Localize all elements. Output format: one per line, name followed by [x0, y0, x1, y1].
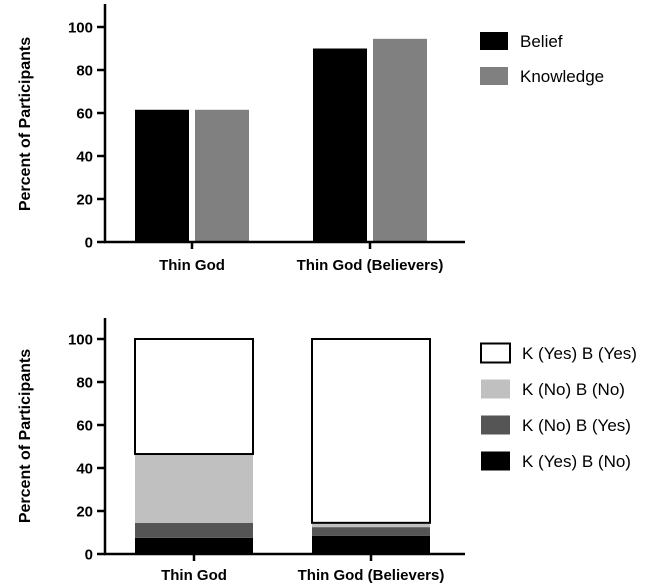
x-tick-label: Thin God (Believers): [298, 567, 445, 584]
legend-label-k-yes-b-no: K (Yes) B (No): [522, 452, 631, 471]
stack-segment-k-yes-b-no-thin-god: [135, 537, 253, 554]
y-tick-label: 0: [85, 547, 93, 564]
stack-segment-k-no-b-no-thin-god-believers: [312, 522, 430, 528]
chart-bottom-stacked-combinations: Percent of Participants 0 20 40 60 80 100 Thin …: [17, 318, 637, 584]
legend-label-k-no-b-no: K (No) B (No): [522, 380, 625, 399]
y-tick-label: 80: [76, 63, 93, 80]
legend-swatch-k-no-b-yes: [481, 415, 510, 435]
x-tick-label: Thin God: [159, 257, 225, 274]
legend-label-knowledge: Knowledge: [520, 67, 604, 86]
x-tick-label: Thin God (Believers): [297, 257, 444, 274]
legend-swatch-k-no-b-no: [481, 379, 510, 399]
bar-knowledge-thin-god-believers: [373, 38, 427, 243]
y-tick-label: 100: [68, 332, 93, 349]
bar-knowledge-thin-god: [195, 109, 249, 243]
y-tick-label: 40: [76, 461, 93, 478]
legend-swatch-belief: [480, 32, 508, 50]
legend-label-k-no-b-yes: K (No) B (Yes): [522, 416, 631, 435]
x-tick-label: Thin God: [161, 567, 227, 584]
legend-label-k-yes-b-yes: K (Yes) B (Yes): [522, 344, 637, 363]
y-tick-label: 0: [85, 235, 93, 252]
chart-top-belief-knowledge: Percent of Participants 0 20 40 60 80 100 Thin …: [17, 4, 604, 274]
bar-belief-thin-god: [135, 109, 189, 243]
legend-swatch-k-yes-b-yes: [480, 342, 511, 364]
y-tick-label: 60: [76, 106, 93, 123]
y-tick-label: 60: [76, 418, 93, 435]
y-tick-label: 40: [76, 149, 93, 166]
y-tick-label: 20: [76, 192, 93, 209]
stack-segment-k-yes-b-no-thin-god-believers: [312, 535, 430, 554]
legend-swatch-k-yes-b-no: [481, 451, 510, 471]
y-axis-title: Percent of Participants: [17, 349, 34, 523]
stack-segment-k-no-b-yes-thin-god: [135, 522, 253, 538]
stack-segment-k-no-b-yes-thin-god-believers: [312, 527, 430, 536]
y-tick-label: 20: [76, 504, 93, 521]
legend-label-belief: Belief: [520, 32, 563, 51]
stack-segment-k-yes-b-yes-thin-god-believers: [311, 338, 431, 524]
legend-swatch-knowledge: [480, 67, 508, 85]
stack-segment-k-no-b-no-thin-god: [135, 454, 253, 523]
y-axis-title: Percent of Participants: [17, 37, 34, 211]
y-tick-label: 100: [68, 20, 93, 37]
y-tick-label: 80: [76, 375, 93, 392]
bar-belief-thin-god-believers: [313, 48, 367, 242]
stack-segment-k-yes-b-yes-thin-god: [134, 338, 254, 456]
